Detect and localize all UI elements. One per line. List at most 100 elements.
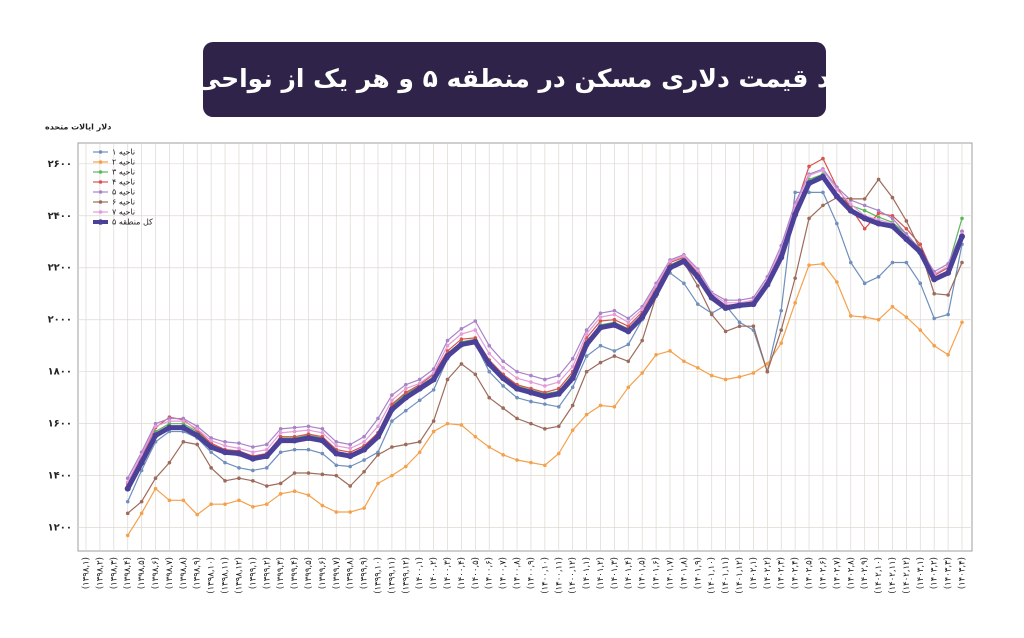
legend-marker bbox=[98, 180, 103, 184]
data-point bbox=[682, 281, 686, 286]
data-point bbox=[334, 510, 339, 514]
data-point bbox=[417, 450, 422, 455]
data-point bbox=[876, 275, 881, 279]
legend-label: ناحیه ۳ bbox=[112, 168, 135, 177]
y-tick-label: ۱۲۰۰ bbox=[48, 523, 72, 534]
data-point bbox=[612, 308, 617, 313]
data-point bbox=[209, 436, 213, 440]
data-point bbox=[611, 321, 618, 328]
data-point bbox=[209, 502, 213, 507]
x-tick-label: (۱۴۰۲,۳) bbox=[777, 557, 787, 589]
data-point bbox=[362, 506, 366, 510]
data-point bbox=[264, 466, 269, 470]
x-tick-label: (۱۳۹۹,۱) bbox=[248, 557, 258, 589]
x-tick-label: (۱۴۰۰,۲) bbox=[429, 557, 439, 589]
data-point bbox=[890, 216, 895, 221]
data-point bbox=[264, 442, 269, 447]
data-point bbox=[431, 388, 436, 392]
data-point bbox=[529, 373, 533, 378]
x-tick-label: (۱۳۹۸,۱۱) bbox=[221, 557, 231, 594]
data-point bbox=[890, 195, 895, 200]
data-point bbox=[500, 375, 507, 382]
data-point bbox=[555, 390, 562, 397]
x-tick-label: (۱۴۰۱,۹) bbox=[693, 557, 703, 589]
data-point bbox=[779, 341, 784, 345]
data-point bbox=[696, 302, 700, 306]
data-point bbox=[445, 421, 450, 426]
data-point bbox=[862, 197, 867, 201]
data-point bbox=[376, 450, 380, 455]
data-point bbox=[487, 351, 492, 356]
legend-label: ناحیه ۱ bbox=[112, 148, 135, 157]
data-point bbox=[737, 320, 742, 325]
data-point bbox=[348, 446, 352, 451]
x-tick-label: (۱۳۹۹,۱۰) bbox=[374, 557, 384, 594]
data-point bbox=[848, 260, 853, 265]
data-point bbox=[960, 216, 964, 221]
data-point bbox=[543, 427, 547, 431]
data-point bbox=[945, 269, 952, 276]
data-point bbox=[569, 375, 576, 382]
data-point bbox=[348, 442, 352, 447]
data-point bbox=[598, 315, 603, 319]
data-point bbox=[223, 443, 227, 448]
data-point bbox=[903, 236, 910, 243]
data-point bbox=[361, 446, 368, 453]
data-point bbox=[682, 359, 686, 364]
x-tick-label: (۱۳۹۸,۴) bbox=[123, 557, 133, 589]
data-point bbox=[932, 316, 936, 321]
data-point bbox=[404, 382, 408, 387]
data-point bbox=[654, 352, 658, 357]
data-point bbox=[723, 301, 728, 305]
data-point bbox=[960, 260, 964, 265]
data-point bbox=[390, 393, 394, 397]
y-tick-label: ۱۴۰۰ bbox=[48, 471, 72, 482]
data-point bbox=[237, 498, 241, 503]
legend-label: کل منطقه ۵ bbox=[112, 218, 153, 227]
x-tick-label: (۱۴۰۲,۹) bbox=[860, 557, 870, 589]
data-point bbox=[195, 512, 200, 517]
data-point bbox=[597, 324, 604, 331]
data-point bbox=[291, 437, 298, 444]
data-point bbox=[320, 430, 325, 435]
x-tick-label: (۱۴۰۳,۲) bbox=[930, 557, 940, 589]
x-tick-label: (۱۳۹۹,۴) bbox=[290, 557, 300, 589]
data-point bbox=[444, 353, 451, 360]
x-tick-label: (۱۴۰۲,۲) bbox=[763, 557, 773, 589]
data-point bbox=[362, 458, 366, 462]
data-point bbox=[167, 419, 172, 423]
data-point bbox=[723, 298, 728, 303]
legend-marker bbox=[98, 170, 103, 174]
legend-label: ناحیه ۵ bbox=[112, 188, 135, 197]
data-point bbox=[570, 428, 575, 432]
data-point bbox=[543, 384, 547, 388]
data-point bbox=[305, 434, 312, 441]
x-tick-label: (۱۴۰۰,۱۰) bbox=[540, 557, 550, 594]
data-point bbox=[750, 301, 757, 308]
data-point bbox=[570, 364, 575, 369]
data-point bbox=[529, 380, 533, 384]
data-point bbox=[556, 451, 561, 456]
data-point bbox=[848, 197, 853, 201]
data-point bbox=[960, 320, 964, 325]
legend-label: ناحیه ۲ bbox=[112, 158, 135, 167]
data-point bbox=[404, 408, 408, 413]
data-point bbox=[640, 371, 644, 375]
data-point bbox=[876, 317, 881, 322]
data-point bbox=[125, 511, 130, 516]
data-point bbox=[487, 395, 492, 400]
data-point bbox=[709, 312, 714, 317]
data-point bbox=[515, 458, 519, 462]
data-point bbox=[278, 492, 283, 496]
data-point bbox=[598, 319, 603, 323]
data-point bbox=[764, 281, 771, 288]
data-point bbox=[946, 293, 950, 297]
data-point bbox=[806, 180, 813, 187]
y-tick-label: ۱۶۰۰ bbox=[48, 419, 72, 430]
data-point bbox=[223, 479, 227, 483]
data-point bbox=[306, 424, 311, 429]
data-point bbox=[556, 424, 561, 429]
data-point bbox=[404, 464, 408, 469]
data-point bbox=[292, 425, 297, 430]
data-point bbox=[821, 262, 825, 266]
